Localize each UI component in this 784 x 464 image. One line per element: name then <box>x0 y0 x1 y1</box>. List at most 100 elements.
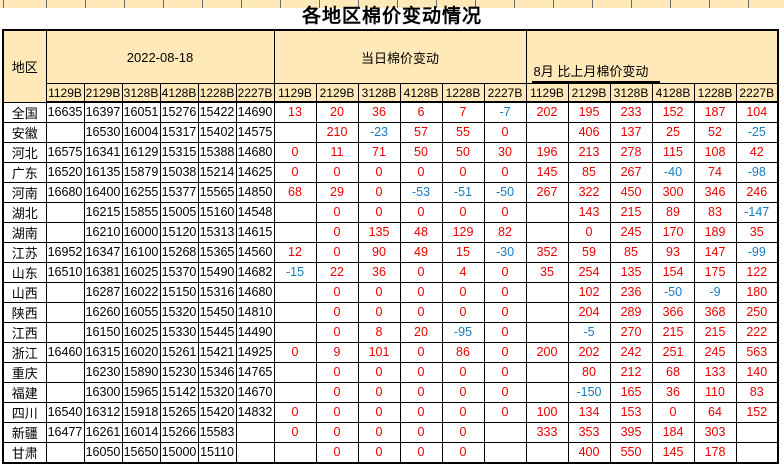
daily-change-cell[interactable]: -7 <box>483 101 527 123</box>
region-cell[interactable]: 广东 <box>2 161 47 183</box>
monthly-change-cell[interactable]: 300 <box>651 181 695 203</box>
monthly-change-cell[interactable] <box>525 121 569 143</box>
daily-change-cell[interactable]: -15 <box>273 261 317 283</box>
daily-change-cell[interactable]: 0 <box>315 281 359 303</box>
price-cell[interactable]: 15038 <box>159 161 199 183</box>
price-cell[interactable]: 15918 <box>121 401 161 423</box>
daily-change-cell[interactable]: 11 <box>315 141 359 163</box>
monthly-change-cell[interactable]: 80 <box>567 361 611 383</box>
daily-change-cell[interactable]: 0 <box>315 321 359 343</box>
daily-change-cell[interactable]: 0 <box>399 341 443 363</box>
price-cell[interactable]: 16025 <box>121 321 161 343</box>
daily-change-cell[interactable]: 0 <box>399 361 443 383</box>
price-cell[interactable]: 15388 <box>197 141 237 163</box>
price-cell[interactable]: 16014 <box>121 421 161 443</box>
daily-change-cell[interactable] <box>273 201 317 223</box>
price-cell[interactable]: 16347 <box>83 241 123 263</box>
daily-change-cell[interactable]: 0 <box>273 421 317 443</box>
daily-change-cell[interactable]: 49 <box>399 241 443 263</box>
price-cell[interactable]: 15855 <box>121 201 161 223</box>
price-cell[interactable]: 15965 <box>121 381 161 403</box>
daily-change-cell[interactable] <box>273 381 317 403</box>
price-cell[interactable]: 16300 <box>83 381 123 403</box>
region-cell[interactable]: 江西 <box>2 321 47 343</box>
monthly-change-cell[interactable]: 83 <box>735 381 779 403</box>
daily-change-cell[interactable]: 0 <box>315 301 359 323</box>
daily-change-cell[interactable]: 129 <box>441 221 485 243</box>
daily-change-group-header[interactable]: 当日棉价变动 <box>273 29 527 84</box>
price-cell[interactable]: 16520 <box>45 161 85 183</box>
daily-change-cell[interactable]: 0 <box>399 421 443 443</box>
daily-change-cell[interactable]: 0 <box>483 301 527 323</box>
monthly-change-cell[interactable]: 289 <box>609 301 653 323</box>
monthly-change-cell[interactable]: 200 <box>525 341 569 363</box>
daily-change-cell[interactable]: 0 <box>357 301 401 323</box>
monthly-change-cell[interactable]: 251 <box>651 341 695 363</box>
price-cell[interactable]: 15214 <box>197 161 237 183</box>
grade-column-header[interactable]: 1228B <box>693 83 737 103</box>
daily-change-cell[interactable]: 57 <box>399 121 443 143</box>
monthly-change-cell[interactable]: 25 <box>651 121 695 143</box>
region-cell[interactable]: 福建 <box>2 381 47 403</box>
region-cell[interactable]: 四川 <box>2 401 47 423</box>
price-cell[interactable] <box>45 201 85 223</box>
price-cell[interactable]: 14625 <box>235 161 275 183</box>
price-cell[interactable]: 16215 <box>83 201 123 223</box>
price-cell[interactable]: 15422 <box>197 101 237 123</box>
price-cell[interactable]: 16952 <box>45 241 85 263</box>
daily-change-cell[interactable] <box>483 421 527 443</box>
price-cell[interactable]: 14850 <box>235 181 275 203</box>
daily-change-cell[interactable]: 4 <box>441 261 485 283</box>
monthly-change-cell[interactable] <box>525 441 569 463</box>
price-cell[interactable]: 16230 <box>83 361 123 383</box>
monthly-change-cell[interactable]: -147 <box>735 201 779 223</box>
region-cell[interactable]: 新疆 <box>2 421 47 443</box>
monthly-change-cell[interactable]: -5 <box>567 321 611 343</box>
price-cell[interactable]: 15120 <box>159 221 199 243</box>
price-cell[interactable]: 15313 <box>197 221 237 243</box>
monthly-change-cell[interactable]: 110 <box>693 381 737 403</box>
region-cell[interactable]: 安徽 <box>2 121 47 143</box>
monthly-change-cell[interactable]: 89 <box>651 201 695 223</box>
price-cell[interactable]: 15320 <box>159 301 199 323</box>
price-cell[interactable]: 15650 <box>121 441 161 463</box>
price-cell[interactable]: 15445 <box>197 321 237 343</box>
monthly-change-cell[interactable] <box>525 301 569 323</box>
region-cell[interactable]: 甘肃 <box>2 441 47 463</box>
daily-change-cell[interactable]: -95 <box>441 321 485 343</box>
daily-change-cell[interactable]: 0 <box>315 441 359 463</box>
daily-change-cell[interactable]: 22 <box>315 261 359 283</box>
grade-column-header[interactable]: 4128B <box>159 83 199 103</box>
price-cell[interactable] <box>45 121 85 143</box>
price-cell[interactable]: 16575 <box>45 141 85 163</box>
price-cell[interactable]: 15276 <box>159 101 199 123</box>
monthly-change-cell[interactable]: 212 <box>609 361 653 383</box>
daily-change-cell[interactable]: 0 <box>399 261 443 283</box>
monthly-change-cell[interactable]: 204 <box>567 301 611 323</box>
grade-column-header[interactable]: 4128B <box>651 83 695 103</box>
monthly-change-cell[interactable]: 395 <box>609 421 653 443</box>
price-cell[interactable]: 16312 <box>83 401 123 423</box>
monthly-change-cell[interactable]: 175 <box>693 261 737 283</box>
monthly-change-cell[interactable]: 153 <box>609 401 653 423</box>
monthly-change-cell[interactable]: 195 <box>567 101 611 123</box>
grade-column-header[interactable]: 3128B <box>121 83 161 103</box>
monthly-change-cell[interactable]: 59 <box>567 241 611 263</box>
daily-change-cell[interactable]: 13 <box>273 101 317 123</box>
price-cell[interactable]: 16510 <box>45 261 85 283</box>
daily-change-cell[interactable]: 210 <box>315 121 359 143</box>
price-cell[interactable] <box>45 381 85 403</box>
daily-change-cell[interactable] <box>273 321 317 343</box>
monthly-change-cell[interactable]: 145 <box>525 161 569 183</box>
monthly-change-cell[interactable]: -25 <box>735 121 779 143</box>
daily-change-cell[interactable]: 55 <box>441 121 485 143</box>
price-cell[interactable] <box>45 301 85 323</box>
daily-change-cell[interactable]: 0 <box>483 321 527 343</box>
monthly-change-cell[interactable]: -99 <box>735 241 779 263</box>
monthly-change-cell[interactable]: -40 <box>651 161 695 183</box>
price-cell[interactable]: 15316 <box>197 281 237 303</box>
daily-change-cell[interactable]: 0 <box>483 341 527 363</box>
price-cell[interactable]: 15320 <box>197 381 237 403</box>
daily-change-cell[interactable]: 0 <box>315 361 359 383</box>
daily-change-cell[interactable]: 0 <box>483 121 527 143</box>
